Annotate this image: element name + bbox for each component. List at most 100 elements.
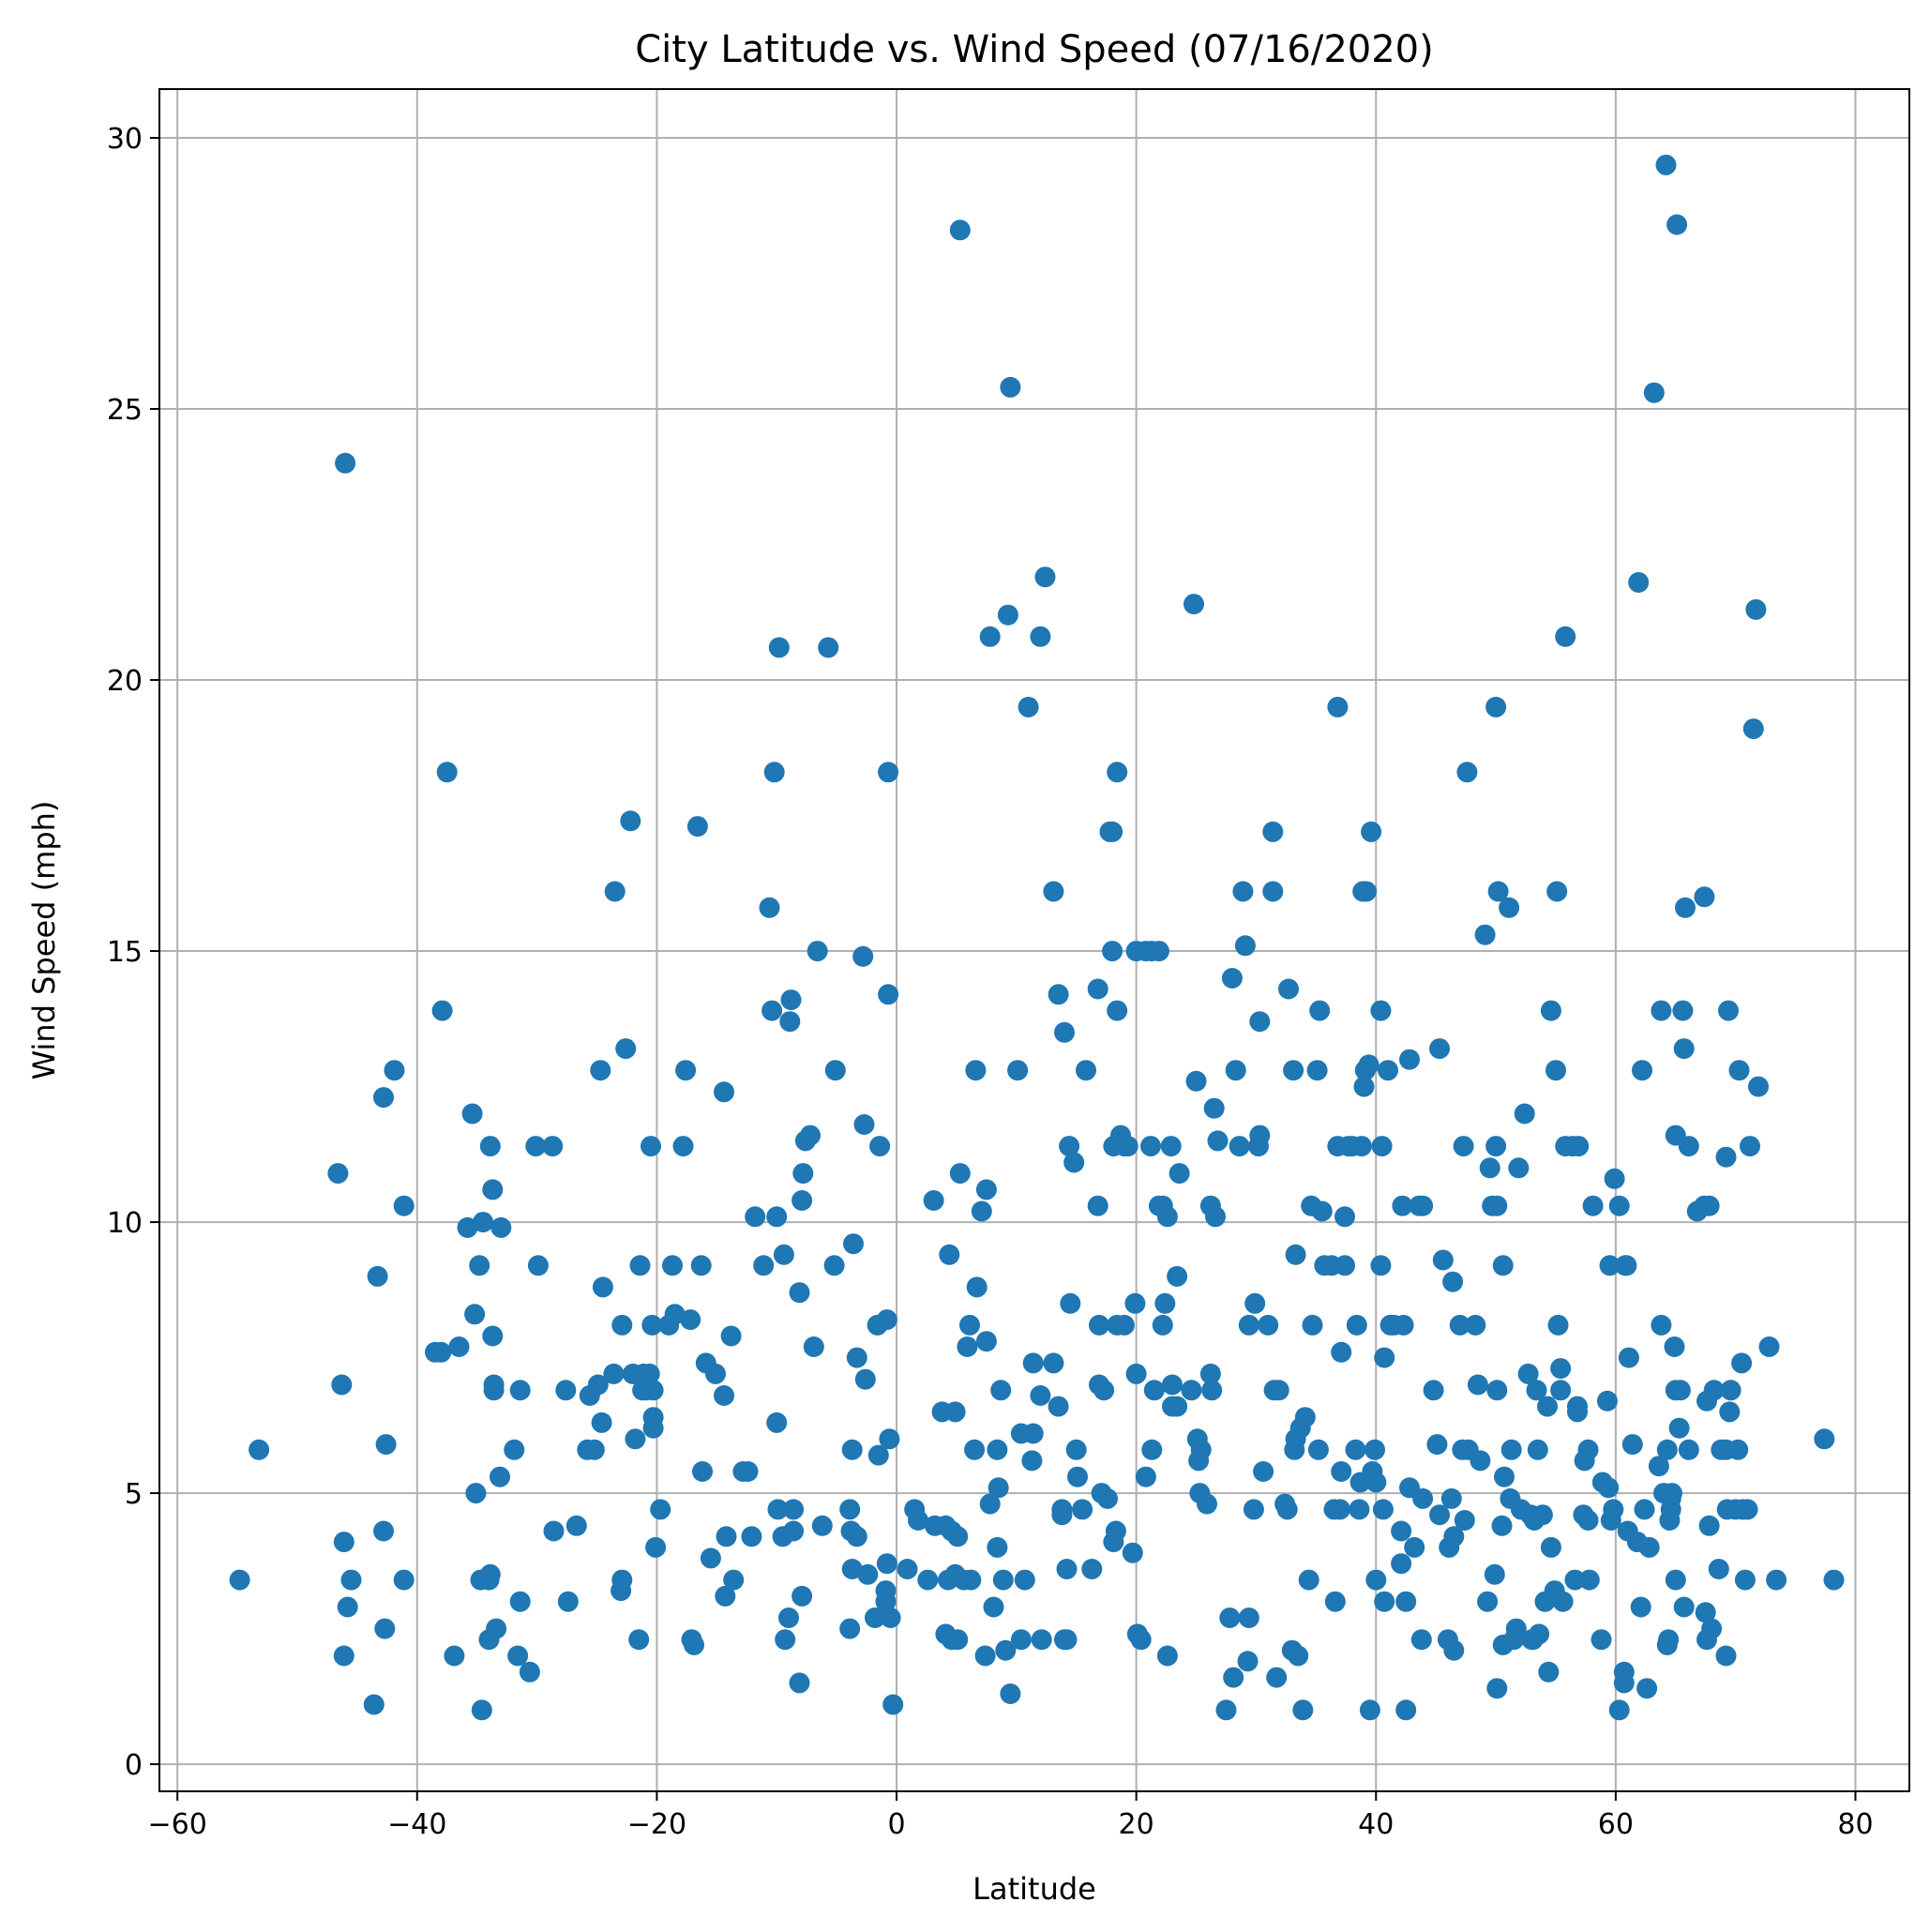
data-point <box>1708 1559 1729 1579</box>
data-point <box>557 1591 579 1612</box>
data-point <box>1694 886 1715 908</box>
data-point <box>431 1000 453 1021</box>
data-point <box>1244 1292 1266 1314</box>
data-point <box>1237 1651 1259 1672</box>
data-point <box>1555 626 1576 647</box>
y-tick-label: 10 <box>107 1207 143 1240</box>
data-point <box>1125 1363 1147 1384</box>
data-point <box>1410 1629 1432 1651</box>
data-point <box>1613 1661 1635 1683</box>
data-point <box>997 604 1018 626</box>
x-tick-label: 0 <box>887 1808 905 1841</box>
data-point <box>1552 1591 1574 1612</box>
data-point <box>1060 1292 1081 1314</box>
data-point <box>1727 1439 1749 1460</box>
data-point <box>482 1179 504 1200</box>
data-point <box>1737 1499 1758 1520</box>
data-point <box>603 1363 625 1384</box>
data-point <box>1278 978 1299 1000</box>
data-point <box>1454 1510 1475 1531</box>
data-point <box>1051 1504 1073 1526</box>
data-point <box>1470 1450 1491 1472</box>
data-point <box>1185 1070 1207 1092</box>
data-point <box>1719 1401 1741 1423</box>
data-point <box>1668 1417 1690 1439</box>
data-point <box>949 1163 971 1185</box>
data-point <box>753 1255 775 1276</box>
data-point <box>335 452 356 474</box>
data-point <box>1467 1374 1488 1396</box>
data-point <box>714 1081 734 1103</box>
data-point <box>1491 1515 1513 1536</box>
data-point <box>1034 566 1056 588</box>
data-point <box>1568 1136 1590 1157</box>
data-point <box>1067 1466 1088 1487</box>
data-point <box>1621 1434 1643 1456</box>
data-point <box>1043 1352 1064 1374</box>
data-point <box>1608 1699 1630 1721</box>
data-point <box>988 1477 1009 1499</box>
data-point <box>1105 1520 1126 1542</box>
data-point <box>839 1618 861 1639</box>
data-point <box>1630 1596 1651 1618</box>
data-point <box>1596 1390 1618 1411</box>
data-point <box>680 1309 701 1331</box>
data-point <box>1604 1168 1625 1189</box>
data-point <box>737 1461 759 1482</box>
data-point <box>591 1411 612 1433</box>
data-point <box>1221 968 1243 989</box>
data-point <box>715 1585 736 1607</box>
data-point <box>761 1000 783 1021</box>
data-point <box>1701 1618 1723 1639</box>
data-point <box>483 1374 505 1396</box>
data-point <box>587 1374 609 1396</box>
data-point <box>824 1060 846 1081</box>
data-point <box>1349 1499 1370 1520</box>
data-point <box>1022 1352 1044 1374</box>
data-point <box>1154 1292 1176 1314</box>
data-point <box>393 1569 415 1591</box>
data-point <box>375 1434 397 1456</box>
data-point <box>852 945 874 967</box>
data-point <box>1608 1195 1630 1216</box>
data-point <box>645 1536 667 1558</box>
data-point <box>1655 154 1677 175</box>
data-point <box>590 1060 611 1081</box>
data-point <box>780 989 802 1011</box>
data-point <box>1365 1472 1387 1493</box>
data-point <box>1243 1499 1264 1520</box>
data-point <box>1453 1136 1474 1157</box>
data-point <box>444 1645 465 1667</box>
data-point <box>1307 1439 1329 1460</box>
data-point <box>430 1341 452 1363</box>
data-point <box>773 1244 794 1265</box>
data-point <box>1288 1645 1309 1667</box>
data-point <box>1599 1255 1621 1276</box>
data-point <box>1378 1060 1398 1081</box>
data-point <box>841 1559 863 1579</box>
data-point <box>611 1314 633 1336</box>
data-point <box>1698 1195 1720 1216</box>
data-point <box>1140 1136 1161 1157</box>
data-point <box>1358 1054 1380 1076</box>
data-point <box>1365 1439 1385 1460</box>
y-tick-label: 20 <box>107 665 143 698</box>
data-point <box>1371 1136 1393 1157</box>
data-point <box>1449 1314 1470 1336</box>
data-point <box>960 1569 982 1591</box>
data-point <box>878 984 899 1005</box>
data-point <box>1048 1396 1069 1417</box>
data-point <box>878 762 899 783</box>
data-point <box>966 1276 988 1298</box>
data-point <box>1018 696 1039 717</box>
data-point <box>1205 1206 1226 1228</box>
data-point <box>1391 1553 1412 1575</box>
data-point <box>1156 1206 1178 1228</box>
data-point <box>983 1596 1004 1618</box>
data-point <box>1054 1021 1075 1043</box>
data-point <box>664 1304 686 1325</box>
data-point <box>1361 821 1382 842</box>
data-point <box>700 1547 721 1569</box>
data-point <box>1393 1314 1414 1336</box>
data-point <box>1748 1076 1769 1097</box>
